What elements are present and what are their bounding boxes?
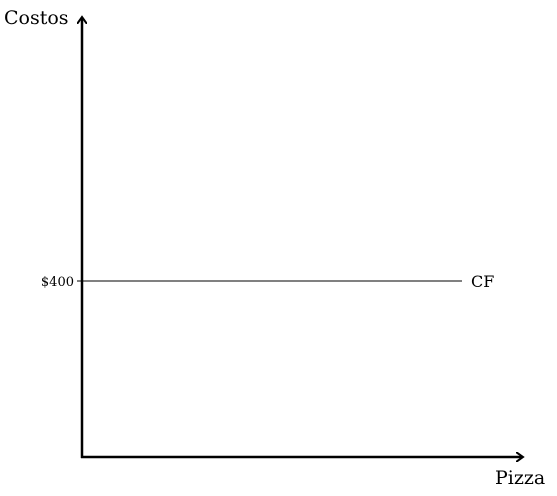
x-axis-label: Pizza (495, 467, 545, 489)
series-group: CF (82, 272, 494, 291)
y-tick-label: $400 (41, 275, 74, 290)
y-axis-label: Costos (4, 7, 69, 29)
y-ticks: $400 (41, 275, 82, 290)
series-label: CF (471, 272, 494, 291)
